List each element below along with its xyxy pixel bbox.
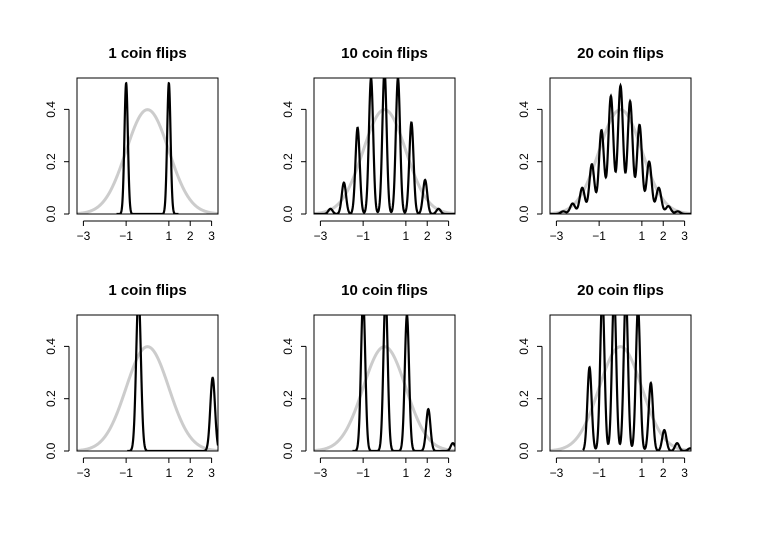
x-tick-label: −1 bbox=[356, 466, 370, 480]
panel-3: 20 coin flips −3 −1 1 2 3 0.0 0.2 0.4 bbox=[517, 45, 692, 243]
y-tick-label: 0.0 bbox=[517, 205, 531, 222]
y-tick-label: 0.0 bbox=[281, 442, 295, 459]
x-tick-label: −3 bbox=[314, 466, 328, 480]
x-tick-label: −3 bbox=[550, 229, 564, 243]
y-tick-label: 0.0 bbox=[517, 442, 531, 459]
plot-frame bbox=[549, 77, 692, 215]
panel-5: 10 coin flips −3 −1 1 2 3 0.0 0.2 0.4 bbox=[281, 282, 456, 480]
x-tick-label: −3 bbox=[550, 466, 564, 480]
y-tick-label: 0.0 bbox=[44, 442, 58, 459]
normal-reference-curve bbox=[77, 345, 218, 451]
normal-reference-curve bbox=[314, 108, 455, 214]
plot-frame bbox=[76, 77, 219, 215]
x-tick-label: 1 bbox=[639, 466, 646, 480]
normal-reference-curve bbox=[77, 108, 218, 214]
panel-title: 20 coin flips bbox=[577, 282, 664, 299]
plot-frame bbox=[76, 314, 219, 452]
y-tick-label: 0.4 bbox=[44, 101, 58, 118]
x-tick-label: −3 bbox=[314, 229, 328, 243]
y-tick-label: 0.4 bbox=[44, 338, 58, 355]
normal-reference-curve bbox=[550, 108, 691, 214]
x-tick-label: −1 bbox=[119, 229, 133, 243]
density-curve-1 bbox=[127, 315, 218, 451]
x-tick-label: 3 bbox=[681, 229, 688, 243]
x-tick-label: 3 bbox=[208, 466, 215, 480]
plot-frame bbox=[313, 77, 456, 215]
y-tick-label: 0.4 bbox=[281, 338, 295, 355]
x-tick-label: 1 bbox=[166, 229, 173, 243]
x-tick-label: 1 bbox=[639, 229, 646, 243]
y-tick-label: 0.2 bbox=[281, 390, 295, 407]
y-tick-label: 0.0 bbox=[281, 205, 295, 222]
x-tick-label: −3 bbox=[77, 229, 91, 243]
x-tick-label: 3 bbox=[681, 466, 688, 480]
y-tick-label: 0.4 bbox=[281, 101, 295, 118]
density-curve-1 bbox=[550, 82, 691, 214]
y-tick-label: 0.2 bbox=[517, 390, 531, 407]
x-tick-label: 1 bbox=[403, 229, 410, 243]
y-tick-label: 0.4 bbox=[517, 101, 531, 118]
panel-6: 20 coin flips −3 −1 1 2 3 0.0 0.2 0.4 bbox=[517, 282, 692, 480]
panel-title: 10 coin flips bbox=[341, 282, 428, 299]
x-tick-label: 2 bbox=[424, 229, 431, 243]
y-tick-label: 0.2 bbox=[281, 153, 295, 170]
x-tick-label: 2 bbox=[660, 466, 667, 480]
x-tick-label: −1 bbox=[592, 466, 606, 480]
x-tick-label: 1 bbox=[166, 466, 173, 480]
panel-title: 20 coin flips bbox=[577, 45, 664, 62]
panel-4: 1 coin flips −3 −1 1 2 3 0.0 0.2 0.4 bbox=[44, 282, 219, 480]
density-curve-1 bbox=[116, 81, 179, 214]
y-tick-label: 0.2 bbox=[44, 390, 58, 407]
x-tick-label: 3 bbox=[208, 229, 215, 243]
panel-2: 10 coin flips −3 −1 1 2 3 0.0 0.2 0.4 bbox=[281, 45, 456, 243]
plot-frame bbox=[549, 314, 692, 452]
x-tick-label: −3 bbox=[77, 466, 91, 480]
x-tick-label: −1 bbox=[356, 229, 370, 243]
x-tick-label: 2 bbox=[187, 466, 194, 480]
x-tick-label: −1 bbox=[592, 229, 606, 243]
y-tick-label: 0.0 bbox=[44, 205, 58, 222]
density-curve-1 bbox=[314, 78, 455, 214]
y-tick-label: 0.4 bbox=[517, 338, 531, 355]
x-tick-label: 2 bbox=[660, 229, 667, 243]
normal-reference-curve bbox=[314, 345, 455, 451]
panel-title: 1 coin flips bbox=[108, 45, 186, 62]
panel-title: 10 coin flips bbox=[341, 45, 428, 62]
x-tick-label: 3 bbox=[445, 229, 452, 243]
panel-title: 1 coin flips bbox=[108, 282, 186, 299]
density-curve-1 bbox=[582, 315, 691, 451]
panel-1: 1 coin flips −3 −1 1 2 3 0.0 0.2 0.4 bbox=[44, 45, 219, 243]
x-tick-label: 2 bbox=[424, 466, 431, 480]
y-tick-label: 0.2 bbox=[44, 153, 58, 170]
density-curve-1 bbox=[352, 315, 455, 451]
x-tick-label: 3 bbox=[445, 466, 452, 480]
y-tick-label: 0.2 bbox=[517, 153, 531, 170]
x-tick-label: 1 bbox=[403, 466, 410, 480]
x-tick-label: 2 bbox=[187, 229, 194, 243]
x-tick-label: −1 bbox=[119, 466, 133, 480]
plot-frame bbox=[313, 314, 456, 452]
